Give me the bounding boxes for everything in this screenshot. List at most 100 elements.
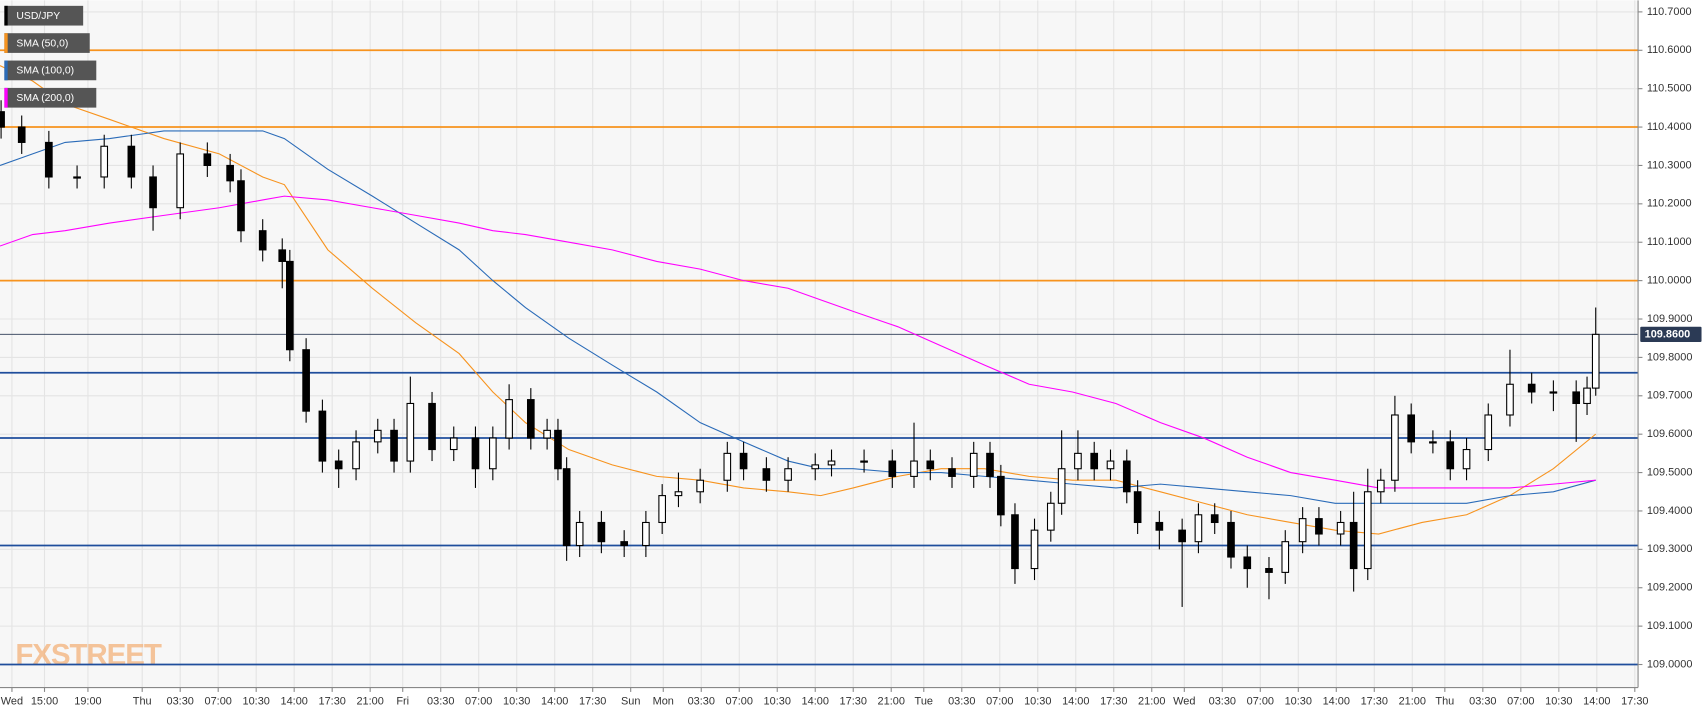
x-tick-label: 17:30	[1361, 696, 1388, 708]
candle-body	[969, 452, 978, 477]
x-tick-label: 10:30	[1285, 696, 1312, 708]
legend-box	[4, 33, 90, 53]
y-tick-label: 110.4000	[1647, 121, 1692, 133]
x-tick-label: Thu	[1435, 696, 1454, 708]
candle-body	[1106, 460, 1115, 470]
grid	[0, 0, 1639, 688]
candle-body	[505, 399, 513, 439]
y-tick-label: 110.6000	[1647, 44, 1692, 56]
watermark: FXSTREET	[15, 639, 162, 672]
candle-body	[489, 437, 497, 470]
candle-body	[428, 402, 436, 451]
legend-swatch	[4, 5, 8, 26]
x-tick-label: 07:00	[465, 696, 492, 708]
legend-box	[4, 60, 97, 81]
candle-body	[302, 349, 310, 412]
legend-swatch	[4, 60, 8, 81]
y-tick-label: 109.6000	[1647, 428, 1693, 440]
legend-box	[4, 5, 84, 26]
x-tick-label: 14:00	[541, 696, 568, 708]
x-tick-label: Wed	[1, 696, 23, 708]
x-tick-label: 03:30	[167, 696, 194, 708]
x-tick-label: 07:00	[205, 696, 232, 708]
candle-body	[352, 441, 360, 470]
candle-body	[1243, 556, 1252, 570]
candle-body	[888, 460, 897, 477]
x-tick-label: 17:30	[579, 696, 606, 708]
candle-body	[762, 468, 771, 481]
candle-body	[226, 164, 234, 182]
candle-body	[17, 126, 26, 143]
candle-body	[406, 402, 415, 462]
last-price-label: 109.8600	[1645, 328, 1691, 340]
candle-body	[0, 111, 5, 128]
x-tick-label: 21:00	[1138, 696, 1165, 708]
candle-body	[1429, 441, 1437, 444]
candle-body	[73, 176, 81, 179]
y-tick-label: 110.1000	[1647, 236, 1692, 248]
x-tick-label: 17:30	[318, 696, 345, 708]
candle-body	[1046, 502, 1055, 531]
candle-body	[575, 521, 584, 547]
candle-body	[1057, 468, 1066, 504]
legend-label: SMA (200,0)	[16, 93, 74, 104]
legend-label: SMA (50,0)	[16, 38, 68, 49]
candle-body	[554, 429, 562, 470]
candle-body	[1572, 391, 1581, 405]
candle-body	[597, 521, 606, 543]
candle-body	[1363, 491, 1372, 570]
x-tick-label: 14:00	[1583, 696, 1610, 708]
candle-body	[543, 429, 551, 439]
x-tick-label: 14:00	[1323, 696, 1350, 708]
candle-body	[696, 479, 704, 493]
x-tick-label: 07:00	[1247, 696, 1274, 708]
sma-line	[0, 195, 1596, 489]
y-tick-label: 109.1000	[1647, 620, 1693, 632]
x-tick-label: 03:30	[688, 696, 715, 708]
candle-body	[1122, 460, 1131, 493]
candle-body	[1591, 333, 1600, 389]
x-tick-label: 14:00	[802, 696, 829, 708]
candle-body	[827, 460, 836, 466]
x-tick-label: 07:00	[986, 696, 1013, 708]
y-tick-label: 109.9000	[1647, 313, 1693, 325]
candle-body	[1281, 541, 1290, 573]
legend: USD/JPY SMA (50,0) SMA (100,0) SMA (200,0)	[4, 5, 97, 108]
candle-body	[1265, 567, 1273, 573]
candle-body	[278, 249, 287, 262]
x-tick-label: Mon	[653, 696, 674, 708]
y-tick-label: 109.2000	[1647, 582, 1693, 594]
candle-body	[642, 521, 650, 547]
plot	[0, 65, 1600, 607]
candle-body	[562, 468, 571, 547]
candle-body	[1527, 383, 1536, 393]
x-tick-label: 21:00	[356, 696, 383, 708]
candle-body	[658, 495, 667, 524]
candle-body	[237, 180, 245, 232]
y-tick-label: 110.2000	[1647, 198, 1692, 210]
candle-body	[723, 452, 732, 481]
last-price-tag	[1640, 326, 1702, 343]
y-tick-label: 109.0000	[1647, 658, 1693, 670]
candle-body	[258, 230, 267, 251]
candle-body	[1446, 441, 1455, 470]
candle-body	[1194, 514, 1203, 543]
x-tick-label: 17:30	[1621, 696, 1648, 708]
candle-body	[1315, 518, 1323, 535]
candle-body	[1336, 521, 1345, 535]
candle-body	[739, 452, 748, 470]
x-tick-label: 10:30	[764, 696, 791, 708]
levels	[0, 49, 1639, 666]
x-tick-label: Wed	[1173, 696, 1195, 708]
y-tick-label: 109.3000	[1647, 543, 1693, 555]
x-tick-label: Tue	[915, 696, 933, 708]
candle-body	[449, 437, 458, 451]
x-tick-label: 07:00	[1507, 696, 1534, 708]
candle-body	[811, 464, 820, 470]
candle-body	[100, 145, 109, 178]
y-tick-label: 110.3000	[1647, 159, 1692, 171]
candle-body	[471, 437, 480, 470]
candle-body	[910, 460, 918, 477]
x-tick-label: 03:30	[1209, 696, 1236, 708]
